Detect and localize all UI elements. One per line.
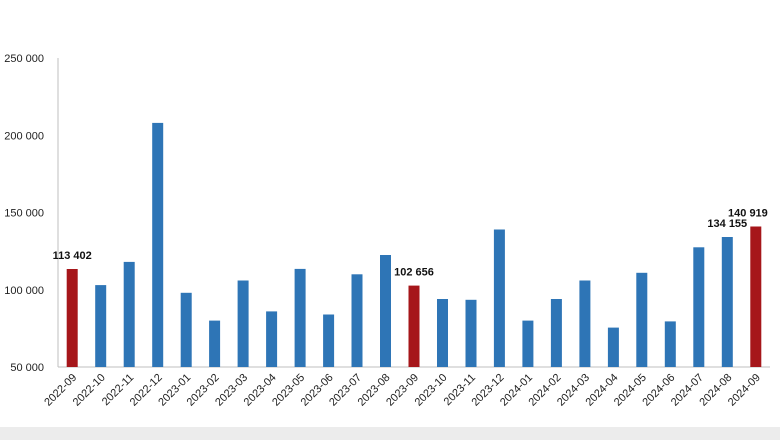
bar-2024-08 xyxy=(721,237,733,367)
bar-2023-02 xyxy=(209,320,221,367)
bar-2022-09 xyxy=(66,269,78,367)
bar-2023-07 xyxy=(351,274,363,367)
bar-2023-11 xyxy=(465,299,477,367)
y-tick-label: 200 000 xyxy=(4,130,44,142)
footer-band xyxy=(0,427,780,440)
bar-2023-05 xyxy=(294,268,306,367)
bar-2024-06 xyxy=(664,321,676,367)
data-label: 113 402 xyxy=(53,250,92,262)
bar-2024-05 xyxy=(636,272,648,367)
y-tick-label: 150 000 xyxy=(4,208,44,220)
y-tick-label: 250 000 xyxy=(4,53,44,65)
bar-2023-01 xyxy=(180,292,192,367)
bar-2024-01 xyxy=(522,320,534,367)
bar-2023-03 xyxy=(237,280,249,367)
y-tick-label: 50 000 xyxy=(10,362,44,374)
bar-2023-09 xyxy=(408,285,420,367)
y-tick-label: 100 000 xyxy=(4,285,44,297)
bar-2022-12 xyxy=(152,122,164,368)
bar-2022-10 xyxy=(95,285,107,367)
bar-2024-02 xyxy=(550,299,562,367)
bar-2024-09 xyxy=(750,226,762,367)
bar-2024-04 xyxy=(607,327,619,367)
data-label: 134 155 xyxy=(707,218,747,230)
bar-2023-12 xyxy=(493,229,505,367)
bar-2023-10 xyxy=(437,299,448,367)
bar-2024-03 xyxy=(579,280,591,367)
bar-2023-04 xyxy=(266,311,278,367)
bar-2022-11 xyxy=(123,261,135,367)
bar-2023-06 xyxy=(323,314,335,367)
data-label: 102 656 xyxy=(394,267,434,279)
bar-2024-07 xyxy=(693,247,705,367)
bar-2023-08 xyxy=(380,255,391,367)
data-label: 140 919 xyxy=(728,208,768,220)
